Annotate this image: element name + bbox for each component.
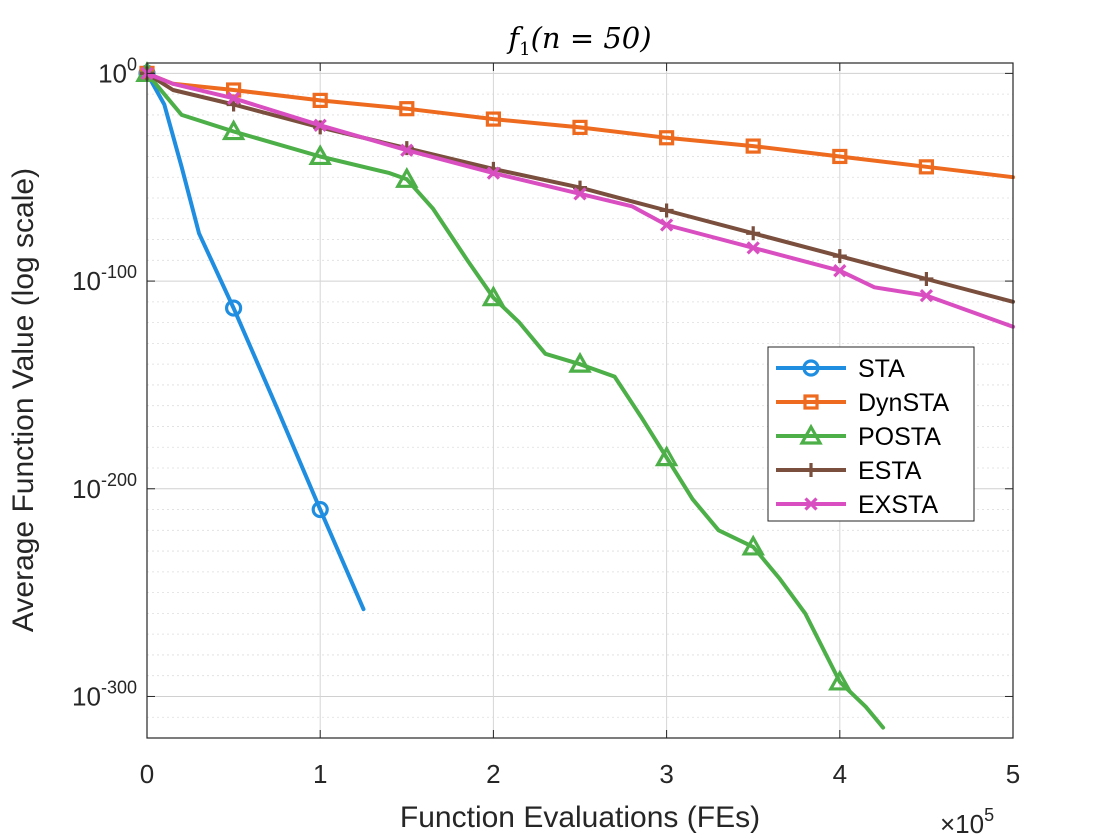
data-point-dynsta — [832, 148, 848, 165]
data-point-exsta — [313, 118, 327, 132]
data-point-exsta — [226, 91, 241, 105]
data-point-esta — [919, 272, 934, 286]
x-tick-label: 4 — [833, 759, 847, 789]
legend-marker — [803, 394, 819, 410]
y-tick-label: 100 — [98, 54, 137, 88]
y-axis-label: Average Function Value (log scale) — [7, 168, 40, 632]
axis-ticks: 0 1 2 3 4 5 100 10-100 10-200 10-300 — [72, 54, 1020, 789]
x-tick-label: 1 — [313, 759, 327, 789]
data-point-dynsta — [658, 130, 675, 146]
data-point-exsta — [486, 166, 501, 180]
legend-marker — [804, 497, 818, 511]
legend-entry-sta: STA — [776, 355, 905, 383]
legend-label: STA — [858, 355, 905, 383]
chart-title: f1(n = 50) — [506, 21, 651, 60]
series-line-esta — [145, 71, 1015, 304]
data-point-esta — [746, 226, 761, 241]
series-line-posta — [145, 71, 886, 730]
data-point-exsta — [659, 218, 674, 232]
data-point-posta — [308, 144, 332, 166]
data-point-posta — [395, 167, 419, 188]
data-point-dynsta — [226, 82, 242, 98]
series-esta — [140, 66, 1015, 304]
x-multiplier-base: ×10 — [940, 809, 984, 839]
data-point-posta — [654, 445, 679, 467]
data-point-dynsta — [745, 138, 761, 154]
data-point-esta — [832, 249, 847, 264]
data-point-esta — [659, 203, 674, 218]
series-line-dynsta — [145, 71, 1015, 180]
series-exsta — [140, 66, 1015, 329]
data-point-exsta — [833, 264, 847, 278]
data-point-posta — [568, 351, 592, 373]
legend-marker — [799, 423, 823, 445]
data-point-dynsta — [918, 159, 935, 175]
y-tick-label: 10-200 — [72, 470, 137, 504]
data-point-dynsta — [312, 92, 328, 108]
legend-label: EXSTA — [858, 491, 938, 519]
legend-marker — [802, 359, 820, 377]
data-point-posta — [828, 669, 852, 691]
data-point-exsta — [919, 288, 934, 303]
x-tick-label: 3 — [659, 759, 673, 789]
legend-entry-exsta: EXSTA — [776, 491, 938, 519]
x-multiplier: ×105 — [940, 805, 994, 839]
data-point-exsta — [400, 143, 414, 157]
data-point-posta — [481, 285, 506, 307]
x-axis-label: Function Evaluations (FEs) — [400, 801, 760, 834]
x-multiplier-exp: 5 — [984, 805, 994, 825]
data-point-sta — [311, 500, 329, 519]
x-tick-label: 5 — [1006, 759, 1020, 789]
legend-label: ESTA — [858, 457, 922, 485]
series-dynsta — [139, 65, 1015, 180]
data-point-dynsta — [572, 119, 588, 135]
data-point-posta — [221, 119, 246, 141]
legend-entry-posta: POSTA — [776, 423, 941, 451]
data-point-exsta — [573, 187, 587, 201]
legend-label: POSTA — [858, 423, 941, 451]
x-tick-label: 2 — [486, 759, 500, 789]
legend-label: DynSTA — [858, 389, 950, 417]
data-point-posta — [741, 534, 765, 556]
y-tick-label: 10-100 — [72, 262, 137, 296]
series-line-sta — [145, 71, 366, 612]
legend: STA DynSTA POSTA ESTA EXSTA — [767, 346, 975, 522]
legend-entry-dynsta: DynSTA — [776, 389, 950, 417]
title-rest: (n = 50) — [531, 21, 652, 55]
data-point-sta — [225, 299, 243, 317]
legend-marker — [804, 463, 818, 477]
y-tick-label: 10-300 — [72, 677, 137, 711]
legend-entry-esta: ESTA — [776, 457, 922, 485]
data-point-dynsta — [485, 111, 501, 127]
title-subscript: 1 — [519, 39, 530, 60]
x-tick-label: 0 — [140, 759, 154, 789]
series-line-exsta — [145, 71, 1015, 329]
data-point-dynsta — [399, 101, 415, 117]
series-group — [135, 61, 1015, 730]
data-point-exsta — [746, 241, 760, 255]
plot-frame — [146, 62, 1014, 739]
